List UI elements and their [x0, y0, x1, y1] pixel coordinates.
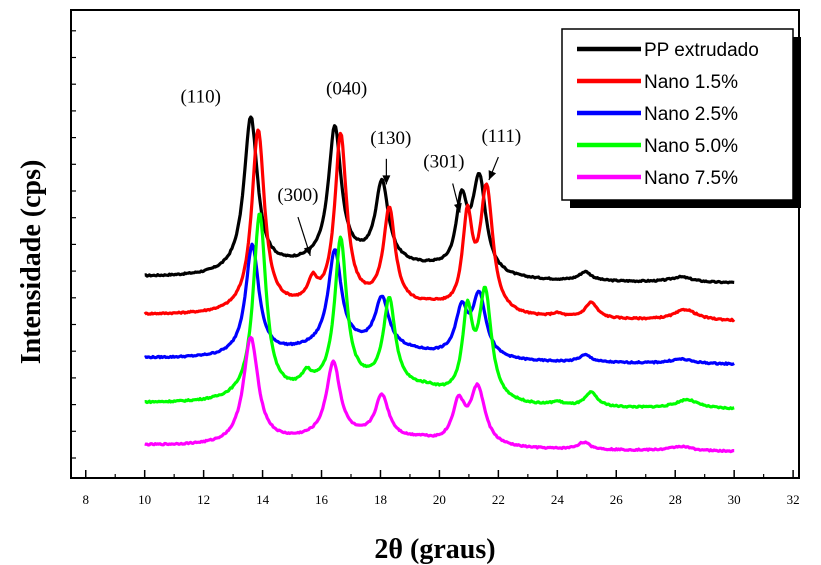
series-line-4	[144, 335, 735, 454]
legend-item: Nano 2.5%	[577, 104, 738, 125]
x-tick-label: 16	[315, 492, 329, 507]
legend-item: Nano 7.5%	[577, 168, 738, 189]
peak-label: (301)	[423, 152, 464, 173]
x-tick-label: 26	[610, 492, 624, 507]
x-tick-label: 18	[374, 492, 387, 507]
y-axis-ticks	[71, 30, 76, 459]
x-tick-label: 8	[82, 492, 89, 507]
legend-label: Nano 7.5%	[644, 168, 738, 189]
legend-item: PP extrudado	[577, 40, 759, 61]
x-tick-label: 28	[669, 492, 682, 507]
peak-label: (130)	[370, 128, 411, 149]
x-tick-label: 24	[551, 492, 565, 507]
legend-item: Nano 1.5%	[577, 72, 738, 93]
peak-arrow	[452, 183, 462, 213]
peak-arrow	[382, 158, 391, 185]
peak-label: (040)	[326, 78, 367, 99]
legend-label: Nano 5.0%	[644, 136, 738, 157]
legend: PP extrudado Nano 1.5% Nano 2.5% Nano 5.0% N…	[561, 28, 801, 208]
y-axis-title: Intensidade (cps)	[16, 160, 47, 365]
x-tick-label: 10	[138, 492, 151, 507]
peak-label: (300)	[277, 185, 318, 206]
x-tick-label: 14	[256, 492, 270, 507]
x-axis-ticks: 8 10 12 14 16 18 20 22 24 26 28 30 32	[82, 470, 800, 507]
x-tick-label: 30	[728, 492, 741, 507]
series-line-2	[144, 242, 735, 366]
series-line-0	[144, 115, 735, 285]
series-layer	[143, 115, 736, 454]
legend-item: Nano 5.0%	[577, 136, 738, 157]
x-tick-label: 20	[433, 492, 446, 507]
legend-label: PP extrudado	[644, 40, 759, 61]
legend-label: Nano 1.5%	[644, 72, 738, 93]
legend-label: Nano 2.5%	[644, 104, 738, 125]
peak-arrow	[297, 216, 312, 257]
x-axis-title: 2θ (graus)	[374, 534, 495, 565]
peak-arrow	[488, 156, 499, 181]
x-tick-label: 12	[197, 492, 210, 507]
peak-label: (111)	[481, 126, 521, 147]
x-tick-label: 22	[492, 492, 505, 507]
series-line-1	[143, 128, 736, 323]
x-tick-label: 32	[787, 492, 800, 507]
peak-label: (110)	[180, 86, 220, 107]
series-line-3	[144, 212, 735, 411]
annotation-layer: (110) (040) (130) (300) (301) (111)	[180, 78, 521, 257]
